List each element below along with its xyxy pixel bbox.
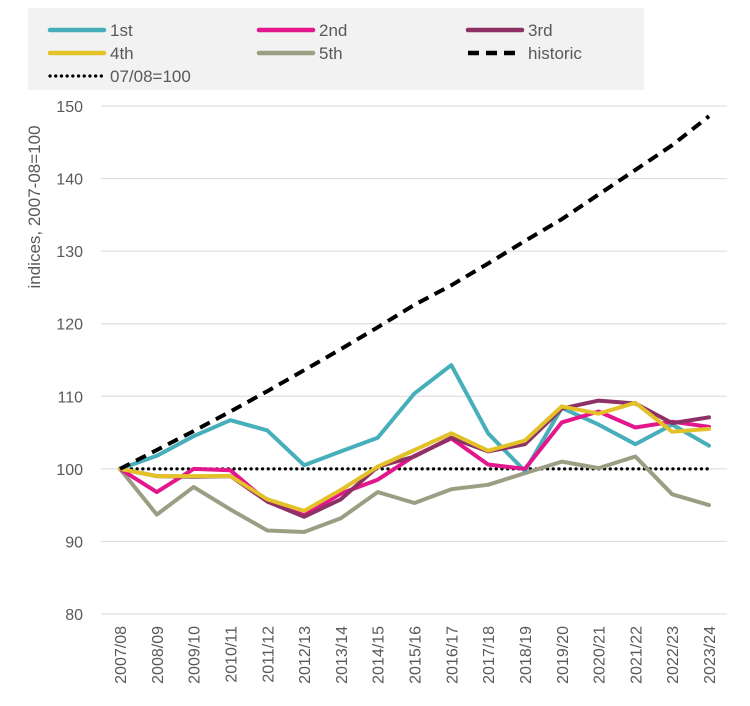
- x-tick-label: 2011/12: [260, 626, 277, 683]
- x-tick-label: 2023/24: [702, 626, 719, 684]
- series-line-historic: [119, 114, 711, 471]
- x-tick-label: 2019/20: [555, 626, 572, 684]
- x-tick-label: 2010/11: [223, 626, 240, 683]
- gridlines: [101, 105, 727, 615]
- x-tick-label: 2022/23: [665, 626, 682, 684]
- series-line-1st: [118, 363, 711, 473]
- x-axis: 2007/08 2008/09 2009/10 2010/11 2011/12 2012/…: [113, 626, 719, 684]
- legend-label-07-08-100: 07/08=100: [110, 67, 191, 86]
- legend-label-5th: 5th: [319, 44, 343, 63]
- x-tick-label: 2017/18: [481, 626, 498, 684]
- x-tick-label: 2021/22: [628, 626, 645, 684]
- x-tick-label: 2007/08: [113, 626, 130, 684]
- legend-label-2nd: 2nd: [319, 21, 347, 40]
- x-tick-label: 2020/21: [592, 626, 609, 684]
- y-tick-label: 90: [65, 534, 83, 551]
- x-tick-label: 2018/19: [518, 626, 535, 684]
- x-tick-label: 2012/13: [297, 626, 314, 684]
- x-tick-label: 2008/09: [150, 626, 167, 684]
- legend-label-1st: 1st: [110, 21, 133, 40]
- series-line-5th: [118, 454, 711, 534]
- series-line-2nd: [118, 409, 711, 518]
- legend-background: [28, 8, 644, 90]
- legend-label-3rd: 3rd: [528, 21, 553, 40]
- y-tick-label: 100: [56, 462, 83, 479]
- x-tick-label: 2015/16: [408, 626, 425, 684]
- x-tick-label: 2014/15: [371, 626, 388, 684]
- y-tick-label: 120: [56, 317, 83, 334]
- series-lines: [118, 114, 711, 534]
- y-tick-label: 130: [56, 244, 83, 261]
- y-tick-label: 150: [56, 99, 83, 116]
- y-tick-label: 80: [65, 607, 83, 624]
- x-tick-label: 2016/17: [444, 626, 461, 684]
- x-tick-label: 2009/10: [187, 626, 204, 684]
- series-line-3rd: [118, 398, 711, 519]
- series-line-4th: [118, 400, 711, 513]
- y-axis: 80 90 100 110 120 130 140 150: [56, 99, 83, 624]
- legend-label-4th: 4th: [110, 44, 134, 63]
- y-tick-label: 110: [57, 389, 83, 406]
- legend: 1st 2nd 3rd 4th 5th historic 07/08=100: [47, 21, 582, 86]
- x-tick-label: 2013/14: [334, 626, 351, 684]
- legend-label-historic: historic: [528, 44, 582, 63]
- y-tick-label: 140: [56, 172, 83, 189]
- y-axis-title: indices, 2007-08=100: [25, 125, 44, 288]
